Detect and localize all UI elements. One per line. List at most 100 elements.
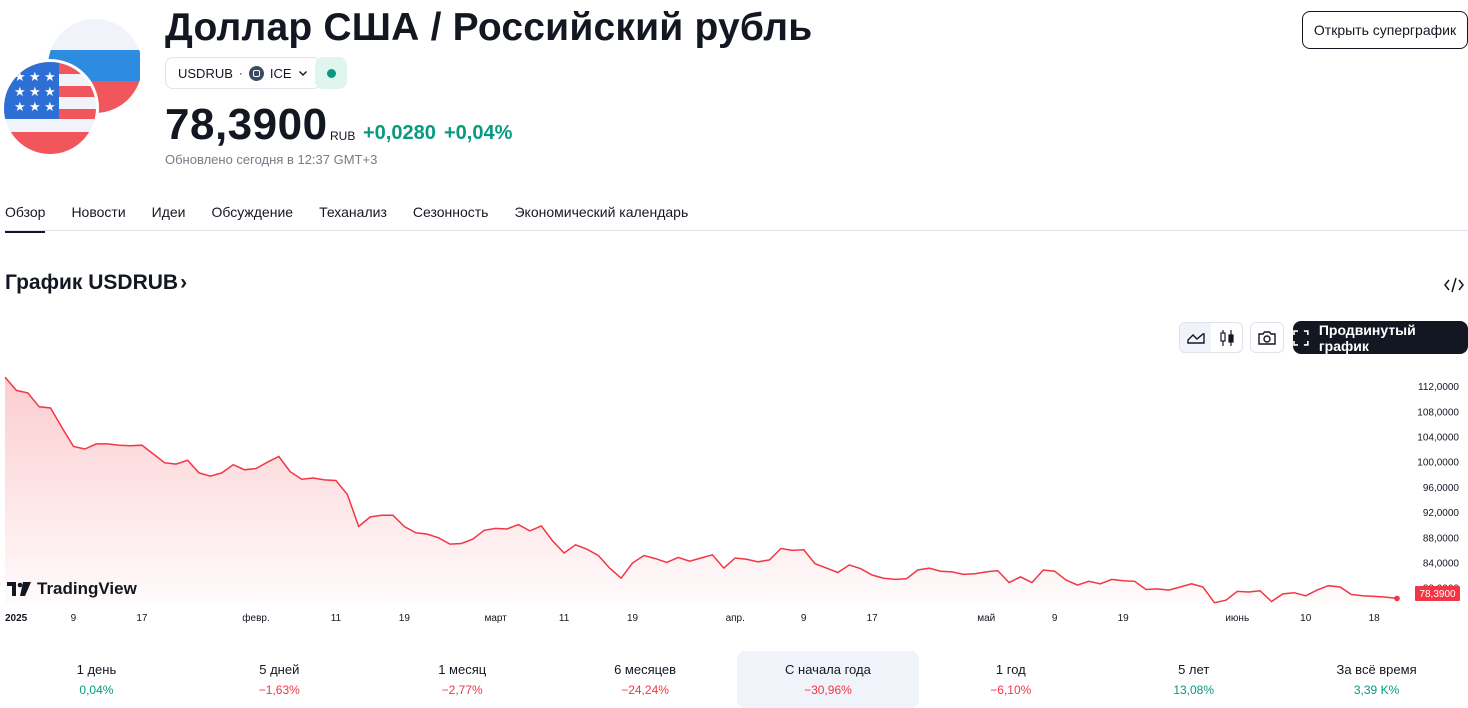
period-all-time[interactable]: За всё время 3,39 K%	[1285, 651, 1468, 708]
y-axis-tick-label: 108,0000	[1417, 407, 1459, 418]
open-super-chart-button[interactable]: Открыть суперграфик	[1302, 11, 1468, 49]
tradingview-logo-text: TradingView	[37, 579, 137, 598]
area-chart-icon	[1186, 332, 1205, 344]
period-change: −6,10%	[990, 683, 1032, 697]
x-axis-tick-label: 19	[627, 613, 639, 624]
period-change: −2,77%	[441, 683, 483, 697]
advanced-chart-button[interactable]: Продвинутый график	[1293, 321, 1468, 354]
y-axis-tick-label: 92,0000	[1423, 508, 1460, 519]
period-label: 1 день	[76, 662, 117, 677]
svg-text:★: ★	[29, 85, 41, 100]
tab-seasonality[interactable]: Сезонность	[412, 204, 489, 220]
svg-text:★: ★	[14, 70, 26, 85]
x-axis-tick-label: март	[484, 613, 507, 624]
tab-technicals[interactable]: Теханализ	[319, 204, 387, 220]
symbol-label: USDRUB	[178, 65, 233, 81]
last-price: 78,3900	[165, 100, 328, 149]
period-label: С начала года	[785, 662, 871, 677]
period-label: 5 дней	[259, 662, 300, 677]
period-label: 6 месяцев	[614, 662, 677, 677]
snapshot-button[interactable]	[1250, 322, 1284, 353]
section-tabs: Обзор Новости Идеи Обсуждение Теханализ …	[5, 204, 714, 233]
x-axis-tick-label: 11	[559, 613, 570, 624]
y-axis-tick-label: 100,0000	[1417, 458, 1459, 469]
period-6-months[interactable]: 6 месяцев −24,24%	[554, 651, 737, 708]
currency-flags-logo: ★ ★ ★ ★ ★ ★ ★ ★ ★	[1, 18, 142, 158]
embed-code-icon[interactable]	[1444, 276, 1464, 294]
chart-style-toggle	[1179, 322, 1243, 353]
svg-text:★: ★	[44, 85, 56, 100]
x-axis-tick-label: 9	[71, 613, 77, 624]
svg-text:★: ★	[29, 100, 41, 115]
svg-text:★: ★	[29, 70, 41, 85]
price-currency: RUB	[330, 129, 356, 143]
price-chart[interactable]: 112,0000 108,0000 104,0000 100,0000 96,0000 9…	[0, 360, 1468, 630]
advanced-chart-label: Продвинутый график	[1318, 321, 1416, 354]
period-5-years[interactable]: 5 лет 13,08%	[1102, 651, 1285, 708]
chart-title-text: График USDRUB	[5, 271, 179, 294]
period-1-day[interactable]: 1 день 0,04%	[5, 651, 188, 708]
exchange-label: ICE	[269, 65, 292, 81]
period-label: 5 лет	[1178, 662, 1210, 677]
tab-news[interactable]: Новости	[71, 204, 126, 220]
price-change-percent: +0,04%	[444, 122, 513, 144]
y-axis-tick-label: 96,0000	[1423, 483, 1460, 494]
x-axis-tick-label: 9	[801, 613, 807, 624]
y-axis-tick-label: 88,0000	[1423, 533, 1460, 544]
period-label: 1 год	[995, 662, 1026, 677]
svg-text:★: ★	[44, 100, 56, 115]
period-change: −1,63%	[258, 683, 300, 697]
svg-text:78,3900: 78,3900	[1419, 589, 1456, 600]
x-axis-tick-label: 19	[399, 613, 411, 624]
camera-icon	[1258, 331, 1276, 345]
svg-text:★: ★	[14, 85, 26, 100]
y-axis-tick-label: 112,0000	[1418, 382, 1459, 393]
period-change: −30,96%	[804, 683, 852, 697]
tabs-divider	[5, 230, 1468, 231]
candles-icon	[1219, 329, 1234, 346]
period-1-month[interactable]: 1 месяц −2,77%	[371, 651, 554, 708]
exchange-icon	[248, 65, 264, 81]
x-axis-tick-label: 2025	[5, 613, 28, 624]
x-axis-tick-label: февр.	[242, 612, 269, 624]
y-axis-tick-label: 84,0000	[1423, 559, 1460, 570]
symbol-exchange-selector[interactable]: USDRUB · ICE	[165, 57, 321, 89]
last-price-label: 78,3900	[1415, 586, 1460, 601]
x-axis-tick-label: 17	[867, 613, 879, 624]
period-5-days[interactable]: 5 дней −1,63%	[188, 651, 371, 708]
price-area-fill	[5, 377, 1397, 604]
last-price-dot	[1394, 595, 1400, 602]
period-change: 0,04%	[79, 683, 114, 697]
tab-economic-calendar[interactable]: Экономический календарь	[514, 204, 689, 220]
x-axis-tick-label: июнь	[1225, 613, 1249, 624]
tab-ideas[interactable]: Идеи	[151, 204, 186, 220]
chevron-down-icon	[298, 71, 307, 76]
price-change-absolute: +0,0280	[363, 122, 436, 144]
svg-text:★: ★	[44, 70, 56, 85]
x-axis-tick-label: 11	[331, 613, 342, 624]
x-axis-tick-label: май	[977, 613, 995, 624]
period-1-year[interactable]: 1 год −6,10%	[919, 651, 1102, 708]
period-ytd[interactable]: С начала года −30,96%	[736, 651, 920, 708]
tab-overview[interactable]: Обзор	[5, 204, 46, 233]
period-change: 13,08%	[1173, 683, 1215, 697]
x-axis-tick-label: 18	[1369, 613, 1381, 624]
candles-chart-style-button[interactable]	[1211, 323, 1242, 352]
market-status-indicator[interactable]	[315, 57, 347, 89]
x-axis-tick-label: 10	[1300, 613, 1312, 624]
chart-section-title[interactable]: График USDRUB ›	[5, 271, 187, 295]
x-axis-tick-label: 9	[1052, 613, 1058, 624]
period-label: 1 месяц	[438, 662, 487, 677]
x-axis-tick-label: апр.	[726, 613, 745, 624]
x-axis-tick-label: 17	[136, 613, 148, 624]
area-chart-style-button[interactable]	[1180, 323, 1211, 352]
period-change: −24,24%	[621, 683, 669, 697]
chevron-right-icon: ›	[180, 271, 188, 294]
fullscreen-icon	[1293, 329, 1309, 346]
page-title: Доллар США / Российский рубль	[165, 6, 813, 49]
tab-discussion[interactable]: Обсуждение	[211, 204, 294, 220]
svg-text:★: ★	[14, 100, 26, 115]
tradingview-logo[interactable]: TradingView	[7, 579, 137, 599]
market-open-dot-icon	[326, 68, 336, 78]
performance-periods: 1 день 0,04% 5 дней −1,63% 1 месяц −2,77…	[5, 651, 1468, 708]
